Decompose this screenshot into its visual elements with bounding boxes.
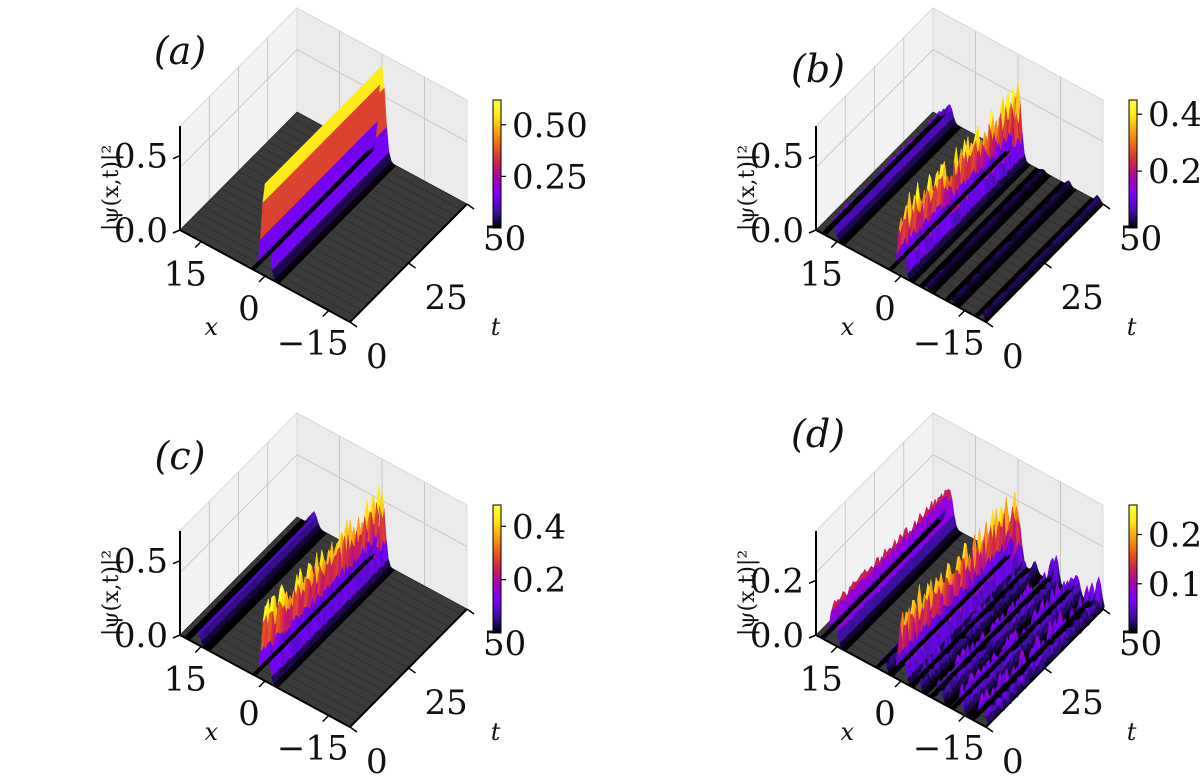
t-tick	[466, 203, 475, 210]
t-tick-label: 50	[483, 219, 526, 259]
floor-wire	[185, 223, 356, 317]
t-tick-label: 25	[425, 278, 468, 318]
colorbar-tick-label: 0.25	[512, 157, 588, 197]
t-tick	[408, 262, 416, 269]
colorbar	[492, 99, 502, 229]
t-tick	[349, 321, 358, 328]
z-axis-label: |ψ(x,t)|²	[99, 145, 124, 231]
x-tick-label: 15	[164, 255, 207, 295]
z-tick	[172, 229, 181, 234]
x-tick	[258, 275, 266, 283]
x-tick	[194, 240, 202, 249]
colorbar-tick-label: 0.50	[512, 106, 588, 146]
ridge-x0	[250, 65, 397, 284]
x-tick	[322, 309, 330, 318]
t-axis-label: t	[491, 313, 501, 341]
x-axis-label: x	[205, 313, 219, 341]
x-tick-label: 0	[238, 289, 260, 329]
t-tick-label: 0	[366, 337, 388, 377]
z-tick	[808, 229, 817, 234]
z-tick	[172, 155, 181, 160]
panel-label: (a)	[154, 29, 206, 73]
grid-line	[179, 48, 468, 168]
x-tick-label: −15	[277, 324, 349, 364]
